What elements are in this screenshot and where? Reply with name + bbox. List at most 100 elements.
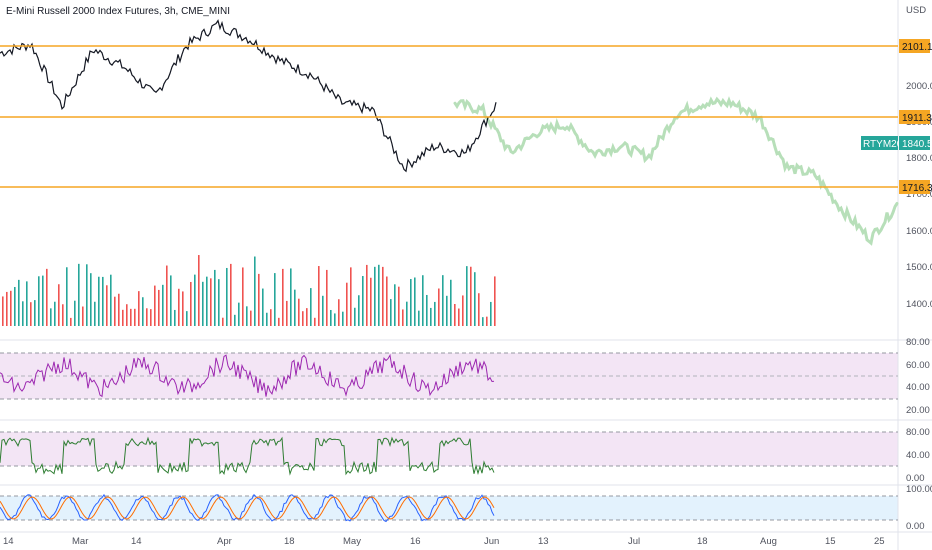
volume-bar xyxy=(478,293,480,326)
volume-bar xyxy=(370,277,372,326)
volume-bar xyxy=(290,268,292,326)
volume-bar xyxy=(430,307,432,326)
stoch-tick-0: 0.00 xyxy=(906,521,925,532)
volume-bar xyxy=(466,266,468,326)
volume-bar xyxy=(190,281,192,326)
rsi-tick-60: 60.00 xyxy=(906,360,930,371)
volume-bar xyxy=(30,302,32,326)
volume-bar xyxy=(170,275,172,326)
volume-bar xyxy=(66,267,68,326)
volume-bar xyxy=(438,288,440,326)
volume-bar xyxy=(94,301,96,326)
price-tick-1600: 1600.0 xyxy=(906,226,932,237)
volume-bar xyxy=(194,274,196,326)
volume-bar xyxy=(106,285,108,326)
volume-bar xyxy=(62,304,64,326)
volume-bar xyxy=(10,290,12,326)
volume-bar xyxy=(58,284,60,326)
volume-bar xyxy=(86,264,88,326)
volume-bar xyxy=(402,309,404,326)
volume-bar xyxy=(454,304,456,326)
volume-bar xyxy=(262,288,264,326)
time-label-4: 18 xyxy=(284,536,295,547)
volume-bar xyxy=(342,311,344,326)
volume-bar xyxy=(374,266,376,326)
stoch-band xyxy=(0,496,898,520)
volume-bar xyxy=(486,316,488,326)
time-label-12: 15 xyxy=(825,536,836,547)
volume-bar xyxy=(358,295,360,326)
volume-bar xyxy=(78,263,80,326)
volume-bar xyxy=(202,281,204,326)
volume-bar xyxy=(110,274,112,326)
volume-bar xyxy=(422,275,424,326)
rsi-line xyxy=(0,353,495,398)
rsi-series xyxy=(0,353,495,398)
volume-bar xyxy=(14,286,16,326)
volume-bar xyxy=(298,298,300,326)
volume-bar xyxy=(238,302,240,326)
last-price-label: 1840.5 xyxy=(902,139,932,150)
volume-bar xyxy=(126,304,128,326)
volume-bar xyxy=(458,308,460,326)
price-tick-1800: 1800.0 xyxy=(906,153,932,164)
volume-bar xyxy=(318,266,320,326)
volume-bar xyxy=(218,279,220,326)
time-label-13: 25 xyxy=(874,536,885,547)
volume-bar xyxy=(326,269,328,326)
volume-bar xyxy=(214,269,216,326)
volume-bar xyxy=(90,273,92,326)
volume-bar xyxy=(278,317,280,326)
volume-histogram xyxy=(2,255,496,326)
currency-label: USD xyxy=(906,5,926,16)
volume-bar xyxy=(294,289,296,326)
volume-bar xyxy=(350,267,352,326)
volume-bar xyxy=(6,291,8,326)
volume-bar xyxy=(334,313,336,326)
volume-bar xyxy=(494,276,496,326)
volume-bar xyxy=(186,311,188,326)
volume-bar xyxy=(222,317,224,326)
time-label-0: 14 xyxy=(3,536,14,547)
volume-bar xyxy=(154,285,156,326)
volume-bar xyxy=(178,288,180,326)
time-label-1: Mar xyxy=(72,536,88,547)
volume-bar xyxy=(354,307,356,326)
volume-bar xyxy=(130,308,132,326)
volume-bar xyxy=(378,264,380,326)
volume-bar xyxy=(362,276,364,326)
volume-bar xyxy=(22,301,24,326)
last-price-badge xyxy=(899,136,930,150)
volume-bar xyxy=(366,264,368,326)
price-series[interactable] xyxy=(0,19,497,173)
level-badge-1716 xyxy=(899,180,930,194)
osc-band xyxy=(0,432,898,466)
chart-title: E-Mini Russell 2000 Index Futures, 3h, C… xyxy=(6,6,230,17)
volume-bar xyxy=(46,268,48,326)
volume-bar xyxy=(406,301,408,326)
volume-bar xyxy=(134,308,136,326)
volume-bar xyxy=(42,275,44,326)
price-tick-2000: 2000.0 xyxy=(906,81,932,92)
volume-bar xyxy=(398,286,400,326)
volume-bar xyxy=(98,276,100,326)
volume-bar xyxy=(306,308,308,326)
volume-bar xyxy=(346,282,348,326)
volume-bar xyxy=(18,279,20,326)
volume-bar xyxy=(258,273,260,326)
volume-bar xyxy=(338,299,340,326)
level-badge-1716-label: 1716.3 xyxy=(902,183,932,194)
time-label-9: Jul xyxy=(628,536,640,547)
rsi-tick-40: 40.00 xyxy=(906,382,930,393)
volume-bar xyxy=(82,306,84,326)
time-label-5: May xyxy=(343,536,361,547)
volume-bar xyxy=(386,276,388,326)
volume-bar xyxy=(314,317,316,326)
time-label-2: 14 xyxy=(131,536,142,547)
time-label-3: Apr xyxy=(217,536,232,547)
volume-bar xyxy=(462,295,464,326)
time-label-6: 16 xyxy=(410,536,421,547)
osc-tick-0: 0.00 xyxy=(906,473,925,484)
osc-tick-40: 40.00 xyxy=(906,450,930,461)
